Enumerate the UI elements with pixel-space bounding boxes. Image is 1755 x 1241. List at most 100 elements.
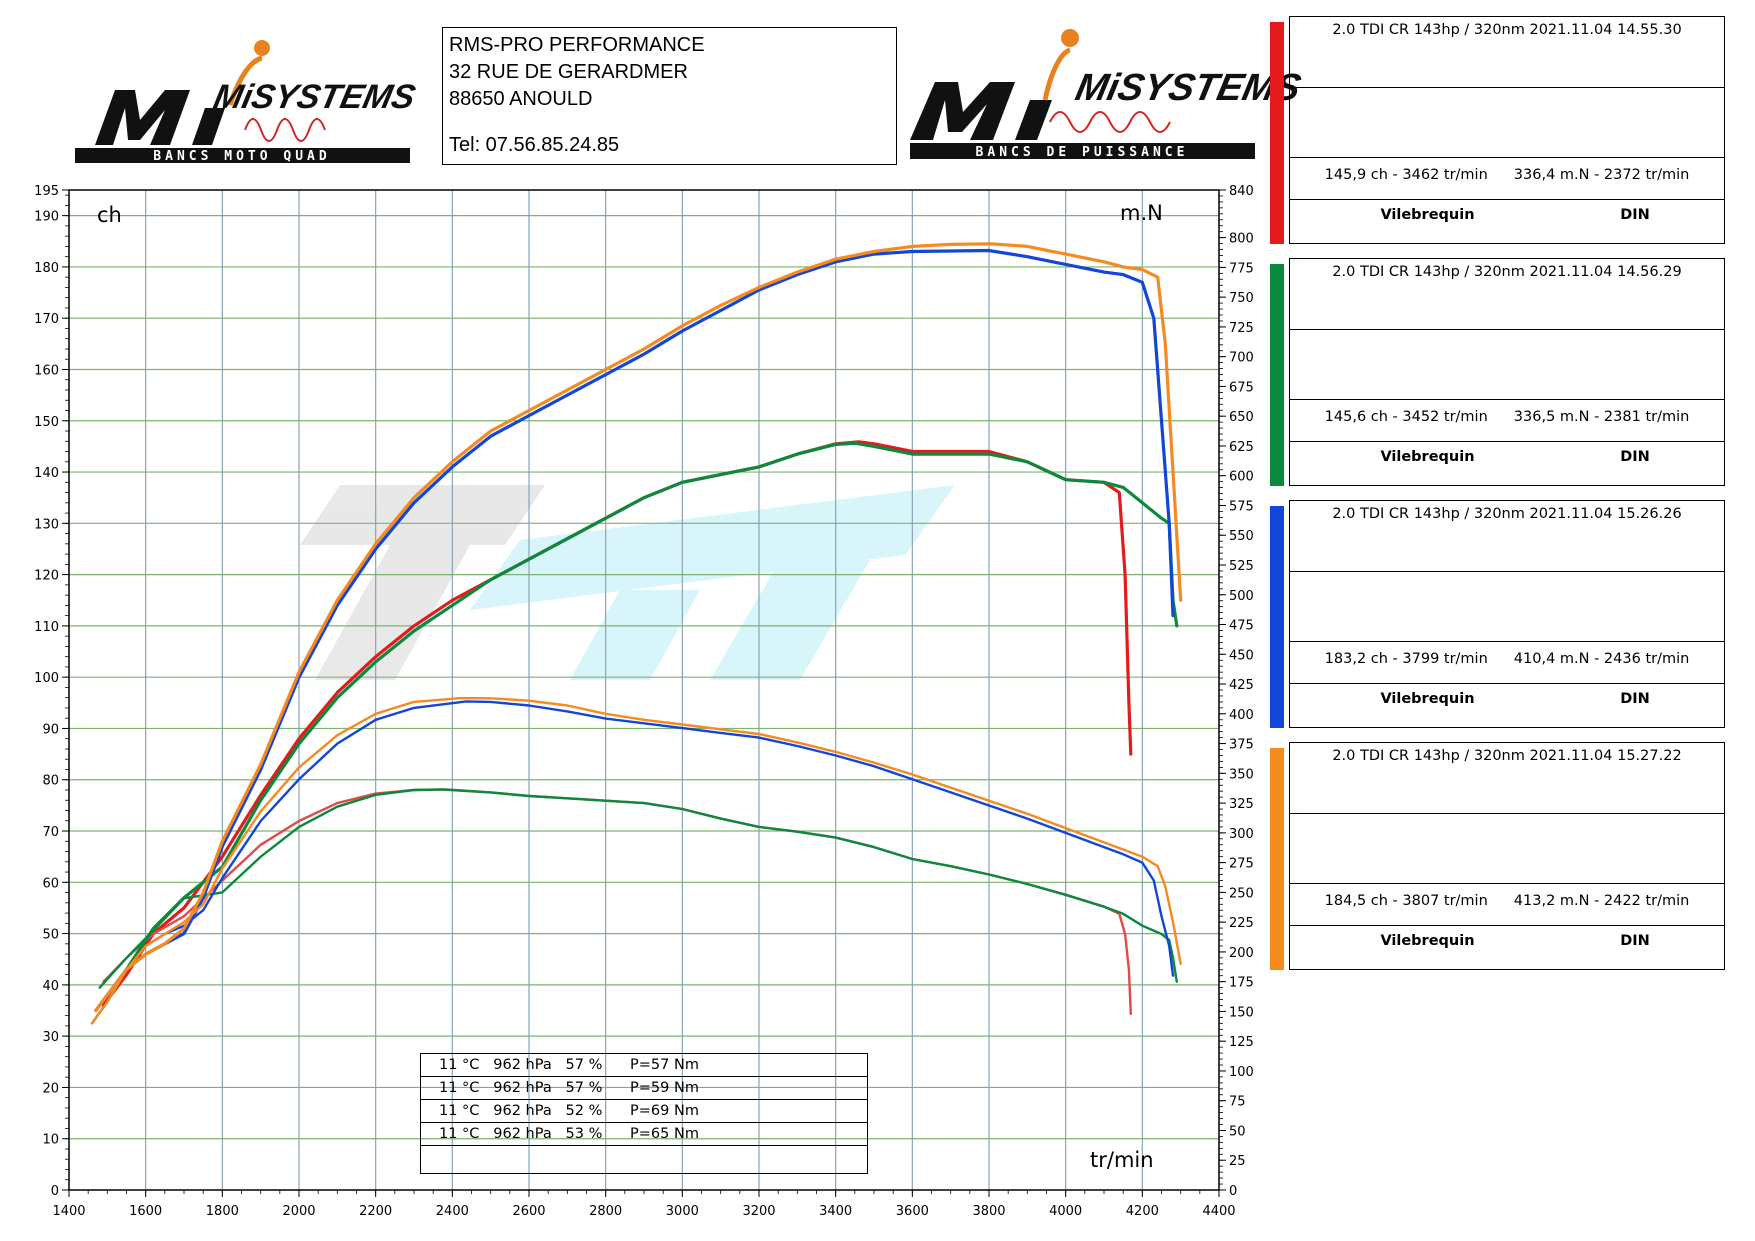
x-tick-label: 2600 xyxy=(512,1204,545,1219)
torque-curve xyxy=(90,700,1175,1025)
y-right-tick-label: 400 xyxy=(1229,708,1254,723)
y-right-tick-label: 650 xyxy=(1229,410,1254,425)
x-tick-label: 3000 xyxy=(666,1204,699,1219)
x-tick-label: 3800 xyxy=(972,1204,1005,1219)
y-right-tick-label: 200 xyxy=(1229,946,1254,961)
y-right-tick-label: 225 xyxy=(1229,916,1254,931)
y-right-tick-label: 575 xyxy=(1229,499,1254,514)
y-left-tick-label: 140 xyxy=(34,466,59,481)
logo-left-brand: MiSYSTEMS xyxy=(210,78,418,116)
y-right-tick-label: 550 xyxy=(1229,529,1254,544)
x-axis-label: tr/min xyxy=(1090,1148,1154,1172)
y-right-tick-label: 500 xyxy=(1229,589,1254,604)
x-tick-label: 3400 xyxy=(819,1204,852,1219)
run-card: 2.0 TDI CR 143hp / 320nm 2021.11.04 15.2… xyxy=(1262,738,1727,970)
run-power-summary: 184,5 ch - 3807 tr/min xyxy=(1324,893,1488,909)
y-left-tick-label: 120 xyxy=(34,569,59,584)
run-details: 2.0 TDI CR 143hp / 320nm 2021.11.04 14.5… xyxy=(1289,16,1725,244)
runs-legend: 2.0 TDI CR 143hp / 320nm 2021.11.04 14.5… xyxy=(1262,12,1727,980)
run-torque-summary: 336,5 m.N - 2381 tr/min xyxy=(1513,409,1690,425)
logo-left-tagline: BANCS MOTO QUAD xyxy=(153,149,330,164)
y-left-tick-label: 30 xyxy=(42,1030,59,1045)
y-left-tick-label: 50 xyxy=(42,928,59,943)
y-left-tick-label: 10 xyxy=(42,1133,59,1148)
run-power-summary: 183,2 ch - 3799 tr/min xyxy=(1324,651,1488,667)
run-power-summary: 145,9 ch - 3462 tr/min xyxy=(1324,167,1488,183)
chart-grid xyxy=(69,190,1219,1190)
run-color-swatch xyxy=(1270,22,1284,244)
chart-axes: 1400 1600 1800 2000 2200 2400 2600 2800 3000 3200… xyxy=(34,184,1254,1219)
street-address: 32 RUE DE GERARDMER xyxy=(449,61,688,83)
torque-curve xyxy=(98,788,1179,989)
y-right-tick-label: 75 xyxy=(1229,1095,1246,1110)
city-address: 88650 ANOULD xyxy=(449,88,593,110)
x-tick-label: 3200 xyxy=(742,1204,775,1219)
logo-left: MiSYSTEMS BANCS MOTO QUAD xyxy=(75,40,419,164)
power-curve xyxy=(101,440,1133,1008)
y-right-tick-label: 325 xyxy=(1229,797,1254,812)
conditions-row: 11 °C 962 hPa 57 % P=59 Nm xyxy=(421,1077,867,1100)
y-right-tick-label: 100 xyxy=(1229,1065,1254,1080)
x-tick-label: 4400 xyxy=(1202,1204,1235,1219)
y-left-tick-label: 40 xyxy=(42,979,59,994)
run-label-left: Vilebrequin xyxy=(1380,691,1475,707)
y-right-tick-label: 250 xyxy=(1229,886,1254,901)
y-right-tick-label: 600 xyxy=(1229,470,1254,485)
plot-frame xyxy=(68,189,1220,1191)
address-box: RMS-PRO PERFORMANCE 32 RUE DE GERARDMER … xyxy=(442,27,897,165)
y-right-tick-label: 175 xyxy=(1229,976,1254,991)
y-right-axis-label: m.N xyxy=(1120,201,1163,225)
company-name: RMS-PRO PERFORMANCE xyxy=(449,34,705,56)
x-tick-label: 4000 xyxy=(1049,1204,1082,1219)
y-right-tick-label: 425 xyxy=(1229,678,1254,693)
y-right-tick-label: 375 xyxy=(1229,738,1254,753)
run-color-swatch xyxy=(1270,748,1284,970)
run-details: 2.0 TDI CR 143hp / 320nm 2021.11.04 15.2… xyxy=(1289,742,1725,970)
logo-right: MiSYSTEMS BANCS DE PUISSANCE xyxy=(910,29,1305,160)
y-left-tick-label: 110 xyxy=(34,620,59,635)
y-right-tick-label: 775 xyxy=(1229,261,1254,276)
run-label-right: DIN xyxy=(1620,207,1650,223)
x-tick-label: 3600 xyxy=(896,1204,929,1219)
logo-right-brand: MiSYSTEMS xyxy=(1072,66,1305,109)
y-left-tick-label: 70 xyxy=(42,825,59,840)
conditions-row: 11 °C 962 hPa 52 % P=69 Nm xyxy=(421,1100,867,1123)
y-right-tick-label: 525 xyxy=(1229,559,1254,574)
run-label-left: Vilebrequin xyxy=(1380,933,1475,949)
x-tick-label: 2800 xyxy=(589,1204,622,1219)
conditions-row: 11 °C 962 hPa 57 % P=57 Nm xyxy=(421,1054,867,1077)
y-right-tick-label: 300 xyxy=(1229,827,1254,842)
y-left-tick-label: 100 xyxy=(34,671,59,686)
y-left-tick-label: 195 xyxy=(34,184,59,199)
run-color-swatch xyxy=(1270,506,1284,728)
x-tick-label: 1800 xyxy=(206,1204,239,1219)
run-details: 2.0 TDI CR 143hp / 320nm 2021.11.04 15.2… xyxy=(1289,500,1725,728)
y-left-tick-label: 170 xyxy=(34,312,59,327)
x-tick-label: 2000 xyxy=(282,1204,315,1219)
conditions-row: 11 °C 962 hPa 53 % P=65 Nm xyxy=(421,1123,867,1146)
run-label-left: Vilebrequin xyxy=(1380,207,1475,223)
x-tick-label: 1400 xyxy=(52,1204,85,1219)
y-left-tick-label: 60 xyxy=(42,876,59,891)
run-card: 2.0 TDI CR 143hp / 320nm 2021.11.04 15.2… xyxy=(1262,496,1727,728)
y-left-axis-label: ch xyxy=(97,203,122,227)
y-left-tick-label: 160 xyxy=(34,363,59,378)
run-torque-summary: 410,4 m.N - 2436 tr/min xyxy=(1513,651,1690,667)
y-right-tick-label: 625 xyxy=(1229,440,1254,455)
y-left-tick-label: 190 xyxy=(34,210,59,225)
y-right-tick-label: 125 xyxy=(1229,1035,1254,1050)
run-label-right: DIN xyxy=(1620,933,1650,949)
x-tick-label: 2400 xyxy=(436,1204,469,1219)
y-right-tick-label: 475 xyxy=(1229,619,1254,634)
y-right-tick-label: 450 xyxy=(1229,648,1254,663)
y-left-tick-label: 150 xyxy=(34,415,59,430)
run-torque-summary: 413,2 m.N - 2422 tr/min xyxy=(1513,893,1690,909)
y-left-tick-label: 180 xyxy=(34,261,59,276)
run-caption: 2.0 TDI CR 143hp / 320nm 2021.11.04 14.5… xyxy=(1332,22,1682,38)
run-power-summary: 145,6 ch - 3452 tr/min xyxy=(1324,409,1488,425)
run-details: 2.0 TDI CR 143hp / 320nm 2021.11.04 14.5… xyxy=(1289,258,1725,486)
y-right-tick-label: 725 xyxy=(1229,321,1254,336)
y-right-tick-label: 50 xyxy=(1229,1124,1246,1139)
x-tick-label: 1600 xyxy=(129,1204,162,1219)
y-right-tick-label: 275 xyxy=(1229,857,1254,872)
